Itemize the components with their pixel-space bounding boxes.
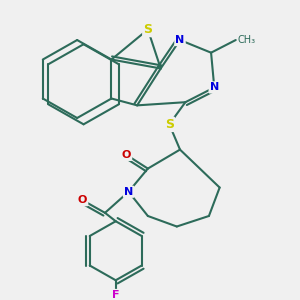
Text: S: S bbox=[165, 118, 174, 131]
Text: N: N bbox=[124, 187, 133, 197]
Text: N: N bbox=[210, 82, 219, 92]
Text: O: O bbox=[122, 150, 131, 160]
Text: S: S bbox=[143, 23, 152, 36]
Text: F: F bbox=[112, 290, 119, 300]
Text: CH₃: CH₃ bbox=[238, 35, 256, 45]
Text: N: N bbox=[176, 35, 184, 45]
Text: O: O bbox=[78, 195, 87, 205]
